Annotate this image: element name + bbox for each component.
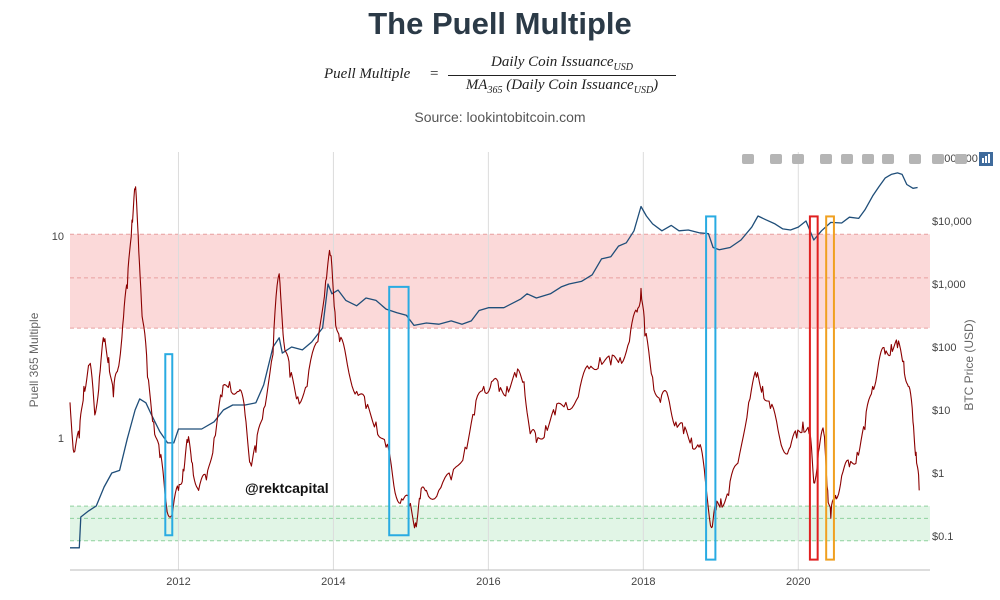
- home-icon[interactable]: [882, 154, 894, 164]
- camera-icon[interactable]: [742, 154, 754, 164]
- x-tick-label-2018: 2018: [631, 576, 655, 588]
- left-tick-label-1: 1: [58, 433, 64, 445]
- zoom-in-icon[interactable]: [820, 154, 832, 164]
- formula-fraction-bar: [448, 75, 676, 76]
- right-axis-title: BTC Price (USD): [962, 319, 976, 410]
- right-tick-label-5: $10,000: [932, 216, 972, 228]
- green-zone: [70, 506, 930, 541]
- right-tick-label-3: $100: [932, 342, 956, 354]
- red-box-2020: [808, 215, 819, 561]
- grid-layer: [177, 152, 799, 570]
- formula-denominator: MA365 (Daily Coin IssuanceUSD): [448, 77, 676, 96]
- camera-icon-glyph: [742, 154, 754, 164]
- zoom-icon-glyph: [770, 154, 782, 164]
- plotly-logo-icon-bar-1: [985, 156, 987, 163]
- hover-compare-icon[interactable]: [955, 154, 967, 164]
- formula-denominator-text: (Daily Coin Issuance: [506, 77, 634, 93]
- spike-lines-icon[interactable]: [909, 154, 921, 164]
- plotly-logo-icon[interactable]: [979, 152, 993, 166]
- pan-icon[interactable]: [792, 154, 804, 164]
- autoscale-icon[interactable]: [862, 154, 874, 164]
- x-tick-label-2020: 2020: [786, 576, 810, 588]
- red-zone: [70, 234, 930, 329]
- pan-icon-glyph: [792, 154, 804, 164]
- formula-numerator-text: Daily Coin Issuance: [491, 54, 614, 70]
- puell-multiple-line: [69, 186, 920, 529]
- zoom-in-icon-glyph: [820, 154, 832, 164]
- formula-numerator: Daily Coin IssuanceUSD: [448, 54, 676, 73]
- autoscale-icon-glyph: [862, 154, 874, 164]
- right-tick-label-4: $1,000: [932, 279, 966, 291]
- right-tick-label-2: $10: [932, 405, 950, 417]
- home-icon-glyph: [882, 154, 894, 164]
- left-tick-label-10: 10: [52, 231, 64, 243]
- plotly-logo-icon-bar-2: [988, 154, 990, 163]
- spike-lines-icon-glyph: [909, 154, 921, 164]
- formula-denominator-sub: USD: [633, 85, 654, 96]
- formula-denominator-close: ): [653, 77, 659, 93]
- zoom-out-icon-glyph: [841, 154, 853, 164]
- left-axis-title: Puell 365 Multiple: [27, 312, 41, 407]
- source-caption: Source: lookintobitcoin.com: [414, 109, 586, 125]
- btc-price-line: [70, 172, 918, 549]
- hover-closest-icon[interactable]: [932, 154, 944, 164]
- formula-numerator-sub: USD: [613, 62, 633, 73]
- formula-equals: =: [430, 66, 439, 82]
- formula-denominator-prefix: MA: [465, 77, 488, 93]
- hover-closest-icon-glyph: [932, 154, 944, 164]
- right-tick-label-1: $1: [932, 468, 944, 480]
- zones-layer: [70, 233, 930, 542]
- puell-layer: [69, 186, 920, 529]
- page-title: The Puell Multiple: [368, 6, 632, 41]
- x-tick-label-2014: 2014: [321, 576, 345, 588]
- chart-toolbar[interactable]: [742, 152, 993, 166]
- highlight-boxes-layer: [164, 215, 835, 561]
- price-layer: [70, 172, 918, 549]
- zoom-out-icon[interactable]: [841, 154, 853, 164]
- orange-box-2020: [825, 215, 835, 561]
- zoom-icon[interactable]: [770, 154, 782, 164]
- formula-denominator-prefix-sub: 365: [487, 85, 503, 96]
- blue-box-2019: [705, 215, 717, 561]
- blue-box-2015: [388, 285, 410, 537]
- x-tick-label-2016: 2016: [476, 576, 500, 588]
- blue-box-2011: [164, 353, 174, 537]
- plotly-logo-icon-bar-0: [982, 158, 984, 163]
- right-tick-label-0: $0.1: [932, 531, 953, 543]
- formula-lhs: Puell Multiple: [324, 66, 411, 82]
- watermark-label: @rektcapital: [245, 480, 329, 496]
- x-tick-label-2012: 2012: [166, 576, 190, 588]
- puell-formula: Puell Multiple = Daily Coin IssuanceUSD …: [0, 54, 1000, 98]
- hover-compare-icon-glyph: [955, 154, 967, 164]
